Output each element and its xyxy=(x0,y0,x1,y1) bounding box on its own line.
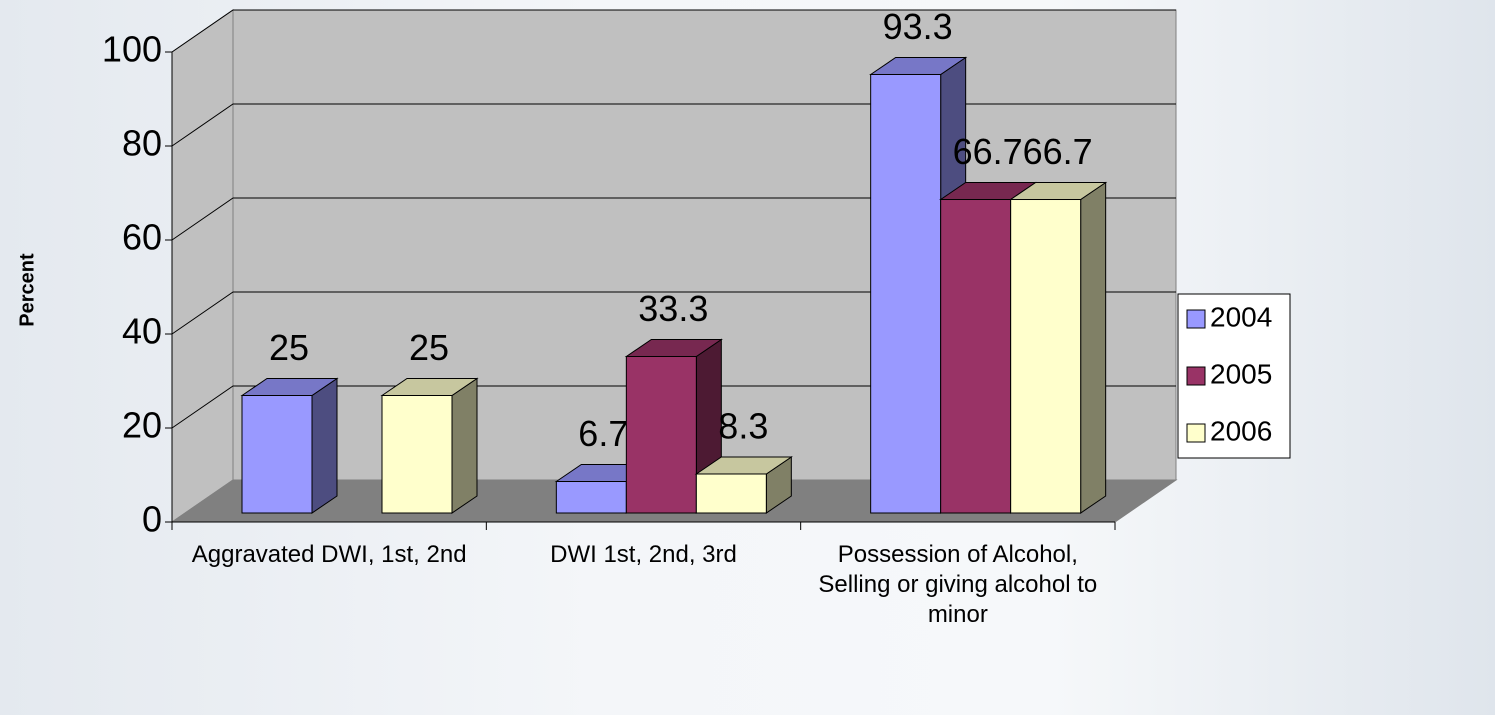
data-label: 25 xyxy=(269,327,309,368)
bar-side xyxy=(311,377,338,514)
bar xyxy=(870,73,942,514)
grid-line xyxy=(171,197,1176,241)
data-label: 66.7 xyxy=(1023,131,1093,172)
legend-swatch xyxy=(1186,423,1206,443)
grid-line xyxy=(171,103,1176,147)
legend-label: 2004 xyxy=(1210,301,1272,332)
legend-swatch xyxy=(1186,366,1206,386)
bar xyxy=(241,395,313,514)
bar-side xyxy=(451,377,478,514)
bar xyxy=(940,199,1012,514)
data-label: 6.7 xyxy=(578,413,628,454)
y-tick-label: 100 xyxy=(102,29,162,70)
data-label: 66.7 xyxy=(953,131,1023,172)
bar xyxy=(695,473,767,514)
bar xyxy=(625,355,697,514)
bar xyxy=(381,395,453,514)
bar-side xyxy=(1080,181,1107,514)
grid-line xyxy=(171,9,1176,53)
x-tick-label: Possession of Alcohol, Selling or giving… xyxy=(818,541,1098,628)
side-wall xyxy=(171,9,234,523)
x-tick-label: Aggravated DWI, 1st, 2nd xyxy=(191,541,467,568)
y-tick-label: 60 xyxy=(122,217,162,258)
data-label: 8.3 xyxy=(718,406,768,447)
grid-line xyxy=(171,385,1176,429)
legend-swatch xyxy=(1186,309,1206,329)
grid-line xyxy=(171,291,1176,335)
y-tick-label: 0 xyxy=(142,499,162,540)
y-axis-label: Percent xyxy=(16,253,38,327)
legend-label: 2006 xyxy=(1210,415,1272,446)
data-label: 33.3 xyxy=(638,288,708,329)
data-label: 93.3 xyxy=(883,6,953,47)
x-tick-label: DWI 1st, 2nd, 3rd xyxy=(550,541,737,568)
y-tick-label: 20 xyxy=(122,405,162,446)
bar xyxy=(555,481,627,514)
data-label: 25 xyxy=(409,327,449,368)
bar xyxy=(1010,199,1082,514)
legend-label: 2005 xyxy=(1210,358,1272,389)
y-tick-label: 80 xyxy=(122,123,162,164)
y-tick-label: 40 xyxy=(122,311,162,352)
